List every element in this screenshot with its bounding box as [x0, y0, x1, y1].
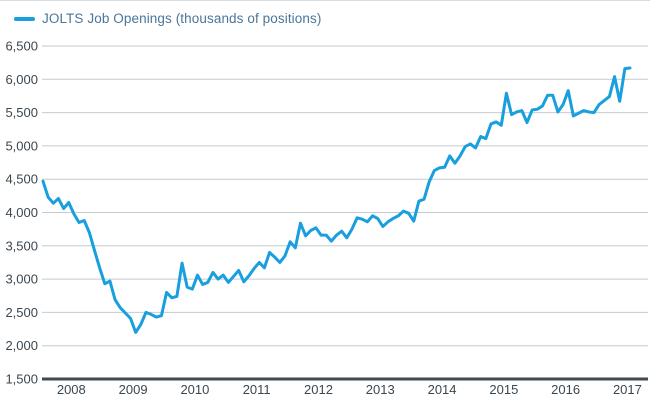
legend-line-swatch-icon — [14, 16, 35, 21]
x-axis-year-label: 2017 — [613, 382, 642, 397]
x-axis-year-label: 2011 — [243, 382, 271, 397]
series-line — [41, 66, 632, 334]
y-axis-tick-label: 3,500 — [5, 238, 38, 253]
y-axis-tick-label: 2,000 — [5, 338, 38, 353]
y-axis-tick-label: 1,500 — [5, 372, 38, 387]
chart-legend[interactable]: JOLTS Job Openings (thousands of positio… — [14, 11, 321, 26]
legend-series-label: JOLTS Job Openings (thousands of positio… — [42, 11, 322, 26]
y-axis-tick-label: 5,500 — [5, 105, 38, 120]
y-axis-tick-label: 4,500 — [5, 172, 38, 187]
x-axis-year-label: 2015 — [489, 382, 518, 397]
y-axis-tick-label: 2,500 — [5, 305, 38, 320]
x-axis-year-label: 2013 — [366, 382, 395, 397]
y-axis-tick-label: 5,000 — [5, 138, 38, 153]
x-axis-year-label: 2012 — [304, 382, 333, 397]
y-axis-tick-label: 4,000 — [5, 205, 38, 220]
x-axis-year-label: 2009 — [119, 382, 148, 397]
x-axis-year-label: 2016 — [551, 382, 580, 397]
y-axis-tick-label: 6,000 — [5, 72, 38, 87]
x-axis-year-label: 2010 — [180, 382, 209, 397]
x-axis-year-label: 2014 — [428, 382, 457, 397]
x-axis-year-label: 2008 — [57, 382, 86, 397]
y-axis-tick-label: 3,000 — [5, 272, 38, 287]
y-axis-tick-label: 6,500 — [5, 39, 38, 54]
